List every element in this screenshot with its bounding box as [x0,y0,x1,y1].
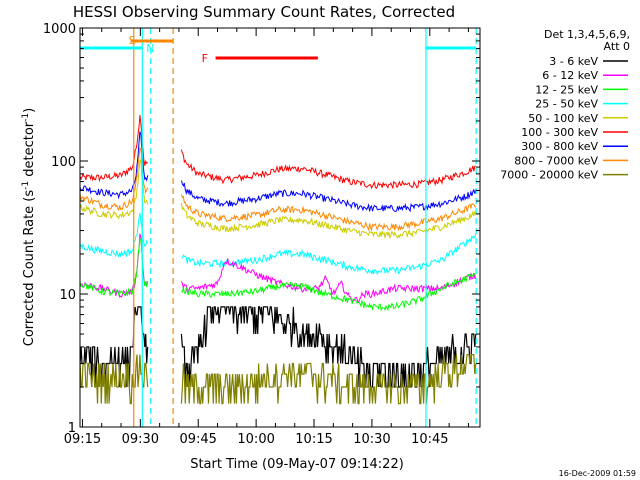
legend-label-7: 800 - 7000 keV [514,154,598,167]
series-line-3 [79,158,477,240]
y-axis-label: Corrected Count Rate (s-1 detector-1) [21,108,37,346]
flare-label: F [202,52,208,65]
y-axis-label-sup1: -1 [21,181,31,190]
legend-label-3: 25 - 50 keV [535,98,598,111]
saa-label: S [129,34,136,47]
y-axis-label-part3: ) [22,108,37,113]
series-line-2 [79,146,477,232]
plot-frame [79,27,481,428]
y-tick-label-0: 1 [68,421,76,436]
y-tick-label-2: 100 [51,155,76,170]
x-tick-label-1: 09:30 [122,432,159,447]
legend-label-4: 50 - 100 keV [528,112,598,125]
legend-label-1: 6 - 12 keV [542,69,598,82]
y-axis-label-sup2: -1 [21,113,31,122]
series-line-8 [79,354,477,405]
legend-label-2: 12 - 25 keV [535,83,598,96]
night-label: N [146,42,154,55]
series-line-1 [79,131,477,213]
series-line-7 [79,306,477,388]
legend-header-line1: Det 1,3,4,5,6,9, [544,28,630,41]
series-line-0 [79,114,476,190]
series-line-4 [79,212,477,276]
legend-label-8: 7000 - 20000 keV [500,169,598,182]
marker-layer: SN F [80,28,477,427]
legend-label-6: 300 - 800 keV [521,140,598,153]
legend-label-5: 100 - 300 keV [521,126,598,139]
series-line-6 [79,238,477,312]
series-layer [79,114,477,405]
y-axis-label-part2: detector [22,121,37,181]
x-tick-label-2: 09:45 [179,432,216,447]
x-tick-label-3: 10:00 [237,432,274,447]
x-tick-label-5: 10:30 [353,432,390,447]
y-axis-label-part1: Corrected Count Rate (s [22,190,37,347]
axis-layer: 09:15 09:30 09:45 10:00 10:15 10:30 10:45 1 10 10… [43,22,480,447]
x-axis-label: Start Time (09-May-07 09:14:22) [190,457,404,472]
legend-header-line2: Att 0 [604,40,630,53]
y-tick-label-3: 1000 [43,22,76,37]
x-tick-label-4: 10:15 [295,432,332,447]
timestamp: 16-Dec-2009 01:59 [559,469,636,478]
chart-title: HESSI Observing Summary Count Rates, Cor… [73,3,455,21]
y-tick-label-1: 10 [59,288,76,303]
x-tick-label-0: 09:15 [64,432,101,447]
legend-label-0: 3 - 6 keV [549,55,598,68]
x-tick-label-6: 10:45 [411,432,448,447]
